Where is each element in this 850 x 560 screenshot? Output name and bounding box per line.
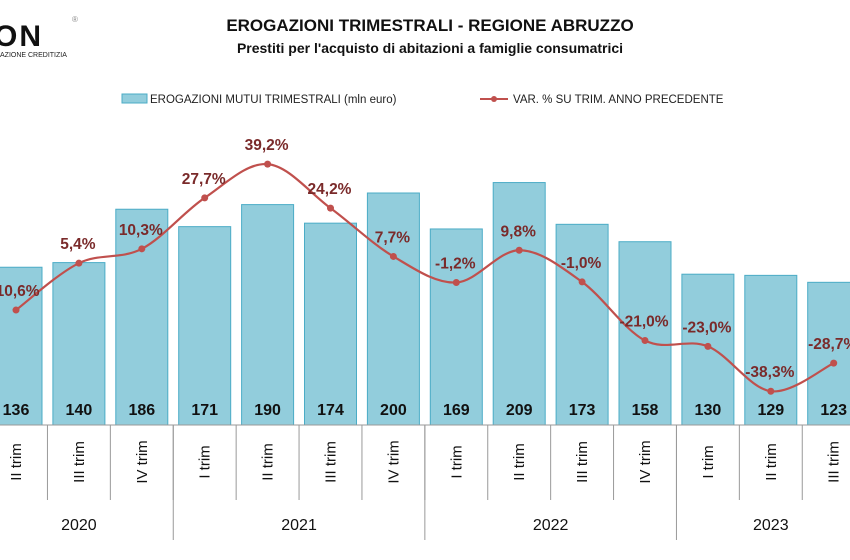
category-tick-label: III trim [71, 441, 88, 483]
variation-label: 27,7% [182, 171, 226, 188]
variation-point [767, 387, 775, 395]
variation-label: 5,4% [60, 236, 96, 253]
variation-label: -38,3% [745, 364, 794, 381]
bar-value-label: 174 [317, 402, 344, 419]
variation-label: -23,0% [682, 319, 731, 336]
variation-label: 39,2% [245, 137, 289, 154]
variation-point [641, 337, 649, 345]
category-tick-label: II trim [260, 443, 277, 481]
variation-label: -1,0% [561, 255, 602, 272]
variation-point [704, 342, 712, 350]
bar-value-label: 200 [380, 402, 407, 419]
category-tick-label: II trim [8, 443, 25, 481]
variation-label: 7,7% [375, 229, 411, 246]
bar [492, 182, 546, 426]
legend-bar-label: EROGAZIONI MUTUI TRIMESTRALI (mln euro) [150, 94, 397, 106]
variation-point [515, 246, 523, 254]
bar-value-label: 186 [128, 402, 155, 419]
category-tick-label: IV trim [637, 440, 654, 483]
logo-subtitle: AZIONE CREDITIZIA [0, 52, 67, 59]
bar-value-label: 136 [3, 402, 30, 419]
bar [304, 222, 357, 426]
variation-point [264, 160, 272, 168]
bar [178, 226, 232, 426]
variation-point [327, 204, 334, 212]
bar-value-label: 173 [569, 402, 596, 419]
category-tick-label: II trim [511, 443, 528, 481]
variation-label: 9,8% [501, 223, 537, 240]
bar [618, 241, 672, 426]
category-tick-label: IV trim [134, 440, 151, 483]
variation-point [75, 259, 83, 267]
bar-value-label: 171 [191, 402, 218, 419]
bar-value-label: 129 [757, 402, 784, 419]
variation-point [138, 245, 146, 253]
logo: ON ® AZIONE CREDITIZIA [0, 15, 78, 59]
variation-label: -10,6% [0, 283, 40, 300]
category-tick-label: III trim [323, 441, 340, 483]
variation-line [15, 163, 835, 393]
chart-subtitle: Prestiti per l'acquisto di abitazioni a … [237, 40, 623, 56]
variation-label: 10,3% [119, 222, 163, 239]
legend-line-label: VAR. % SU TRIM. ANNO PRECEDENTE [513, 94, 724, 106]
year-label: 2020 [61, 517, 97, 534]
variation-label: -28,7% [808, 336, 850, 353]
variation-label: -21,0% [619, 314, 668, 331]
bar-value-label: 158 [632, 402, 659, 419]
year-label: 2021 [281, 517, 317, 534]
bar [115, 208, 169, 426]
variation-point [201, 194, 209, 202]
year-label: 2023 [753, 517, 789, 534]
category-tick-label: I trim [700, 445, 717, 478]
variation-point [12, 306, 20, 314]
variation-point [578, 278, 586, 286]
bar-value-label: 130 [695, 402, 722, 419]
bar [429, 228, 483, 426]
bar-value-label: 209 [506, 402, 533, 419]
bar [366, 192, 420, 426]
variation-label: 24,2% [308, 181, 352, 198]
chart-title: EROGAZIONI TRIMESTRALI - REGIONE ABRUZZO [226, 16, 633, 35]
category-tick-label: IV trim [385, 440, 402, 483]
variation-point [452, 279, 460, 287]
variation-point [389, 252, 397, 260]
legend-line-marker [491, 96, 497, 102]
bar [744, 274, 798, 426]
category-tick-label: III trim [574, 441, 591, 483]
year-label: 2022 [533, 517, 569, 534]
category-tick-label: II trim [763, 443, 780, 481]
bar-value-label: 140 [66, 402, 93, 419]
variation-point [830, 359, 838, 367]
legend-bar-swatch [121, 93, 148, 104]
bar-value-label: 190 [254, 402, 281, 419]
variation-label: -1,2% [435, 256, 476, 273]
bar [241, 204, 295, 426]
category-tick-label: I trim [448, 445, 465, 478]
bar-value-label: 123 [820, 402, 847, 419]
category-tick-label: III trim [826, 441, 843, 483]
legend: EROGAZIONI MUTUI TRIMESTRALI (mln euro) … [121, 93, 724, 106]
category-tick-label: I trim [197, 445, 214, 478]
logo-registered: ® [72, 15, 78, 24]
bar-value-label: 169 [443, 402, 470, 419]
bar [52, 262, 106, 426]
logo-text: ON [0, 20, 43, 53]
